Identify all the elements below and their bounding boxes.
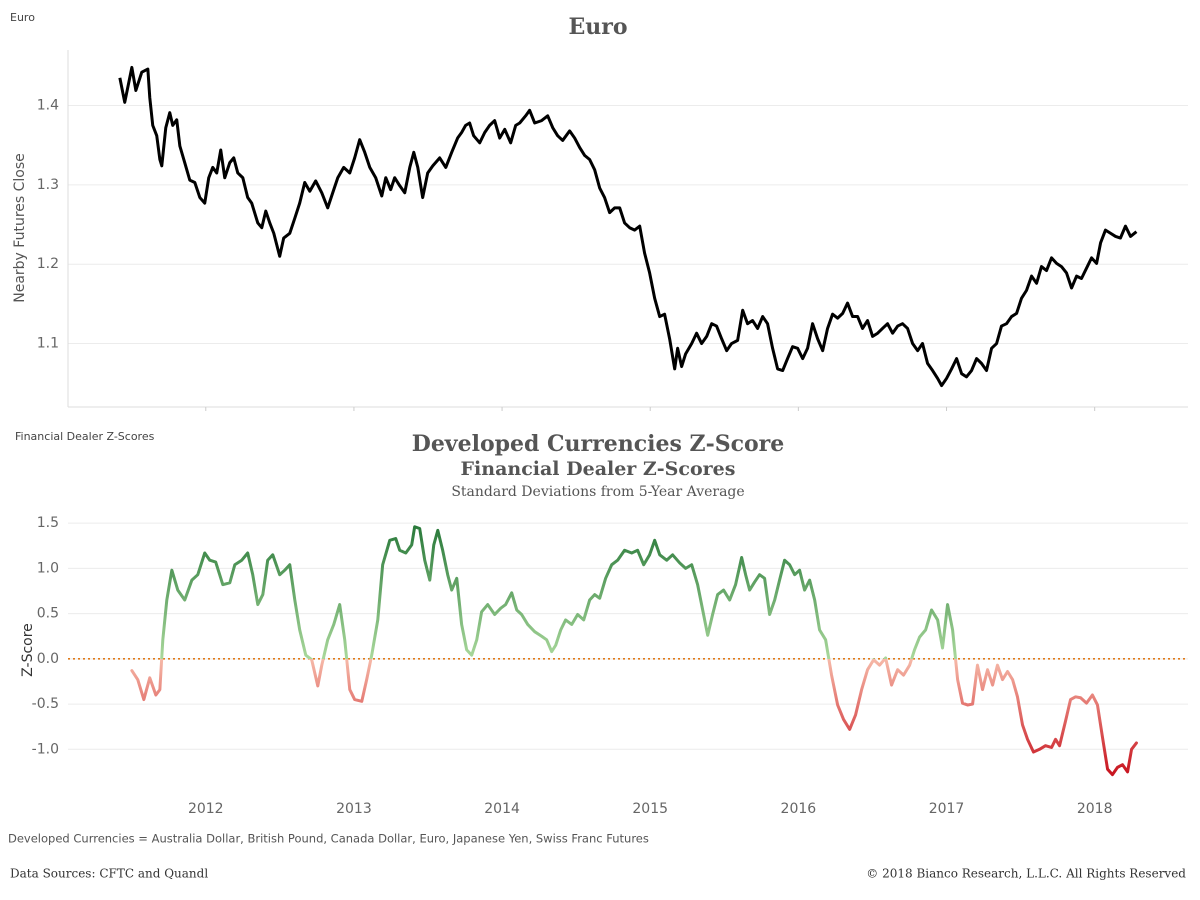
- y-tick-label: 1.2: [37, 256, 59, 272]
- x-tick-label: 2017: [929, 801, 965, 817]
- x-tick-label: 2018: [1077, 801, 1113, 817]
- x-tick-label: 2012: [188, 801, 224, 817]
- corner-label: Euro: [10, 11, 35, 24]
- y-tick-label: 0.5: [37, 606, 59, 622]
- chart-subtitle: Standard Deviations from 5-Year Average: [451, 484, 744, 500]
- footnote: Developed Currencies = Australia Dollar,…: [8, 832, 649, 846]
- y-tick-label: 1.4: [37, 98, 59, 114]
- y-axis-label: Nearby Futures Close: [12, 153, 28, 303]
- copyright: © 2018 Bianco Research, L.L.C. All Right…: [866, 867, 1186, 881]
- chart-title: Developed Currencies Z-Score: [412, 431, 785, 457]
- y-tick-label: 1.5: [37, 515, 59, 531]
- y-tick-label: 0.0: [37, 651, 59, 667]
- line: [118, 65, 1138, 388]
- chart-title: Euro: [568, 14, 627, 40]
- x-tick-label: 2015: [632, 801, 668, 817]
- y-tick-label: 1.3: [37, 177, 59, 193]
- y-tick-label: 1.1: [37, 336, 59, 352]
- y-axis-label: Z-Score: [20, 623, 36, 677]
- chart-subtitle: Financial Dealer Z-Scores: [461, 458, 736, 480]
- y-tick-label: -0.5: [32, 696, 59, 712]
- y-tick-label: 1.0: [37, 560, 59, 576]
- line: [130, 525, 1138, 777]
- x-tick-label: 2013: [336, 801, 372, 817]
- corner-label: Financial Dealer Z-Scores: [15, 430, 155, 443]
- x-tick-label: 2016: [781, 801, 817, 817]
- y-tick-label: -1.0: [32, 741, 59, 757]
- sources: Data Sources: CFTC and Quandl: [10, 867, 208, 881]
- x-tick-label: 2014: [484, 801, 520, 817]
